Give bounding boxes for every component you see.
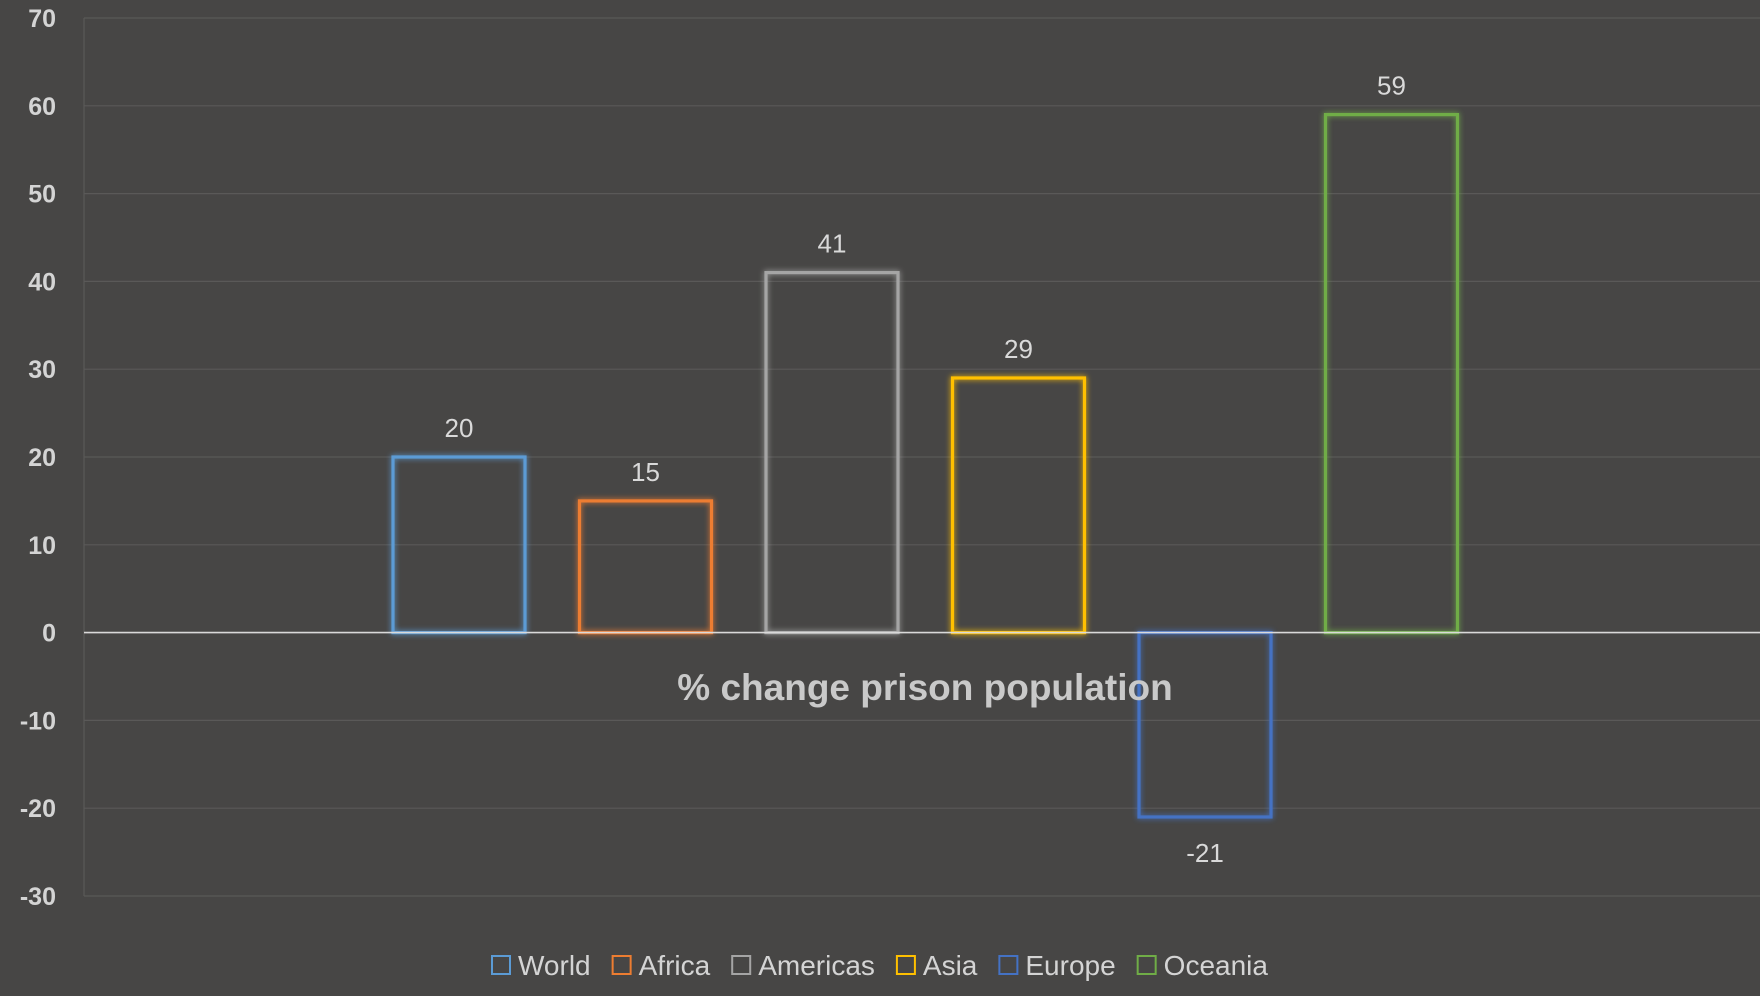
gridlines	[83, 17, 1760, 897]
data-label-americas: 41	[818, 229, 847, 259]
y-tick-label: 70	[28, 5, 56, 33]
chart-title: % change prison population	[677, 667, 1172, 708]
legend-swatch	[611, 955, 632, 975]
legend-swatch	[491, 955, 511, 975]
legend-item-world: World	[491, 950, 591, 981]
data-label-asia: 29	[1004, 334, 1033, 364]
legend-swatch	[731, 955, 752, 975]
y-tick-label: 10	[28, 532, 56, 560]
y-tick-label: 60	[28, 93, 56, 121]
legend-label: Americas	[758, 950, 875, 981]
data-labels: 20 15 41 29 -21 59	[445, 71, 1406, 868]
bar-asia	[950, 376, 1087, 635]
y-tick-label: 50	[28, 181, 56, 209]
data-label-oceania: 59	[1377, 71, 1406, 101]
y-tick-label: -20	[20, 795, 56, 823]
legend: World Africa Americas Asia Europe Oceania	[491, 950, 1269, 981]
y-tick-label: -30	[20, 883, 56, 911]
data-label-world: 20	[445, 413, 474, 443]
legend-item-asia: Asia	[895, 950, 978, 981]
legend-label: Africa	[639, 950, 711, 981]
bars	[391, 112, 1460, 819]
legend-label: Asia	[923, 950, 978, 981]
legend-swatch	[1136, 955, 1157, 975]
bar-europe	[1137, 630, 1273, 819]
legend-item-americas: Americas	[731, 950, 875, 981]
y-axis-ticks: 70 60 50 40 30 20 10 0 -10 -20 -30	[20, 5, 56, 911]
y-tick-label: 20	[28, 444, 56, 472]
y-tick-label: 30	[28, 356, 56, 384]
y-tick-label: 40	[28, 268, 56, 296]
bar-africa	[577, 499, 714, 635]
legend-swatch	[998, 955, 1019, 975]
legend-swatch	[895, 955, 916, 975]
legend-item-oceania: Oceania	[1136, 950, 1269, 981]
bar-oceania	[1323, 112, 1460, 635]
y-tick-label: 0	[42, 620, 56, 648]
legend-item-europe: Europe	[998, 950, 1116, 981]
legend-item-africa: Africa	[611, 950, 711, 981]
y-tick-label: -10	[20, 707, 56, 735]
legend-label: Oceania	[1164, 950, 1269, 981]
legend-label: Europe	[1025, 950, 1115, 981]
data-label-europe: -21	[1186, 838, 1224, 868]
bar-americas	[764, 271, 900, 635]
data-label-africa: 15	[631, 457, 660, 487]
legend-label: World	[518, 950, 591, 981]
